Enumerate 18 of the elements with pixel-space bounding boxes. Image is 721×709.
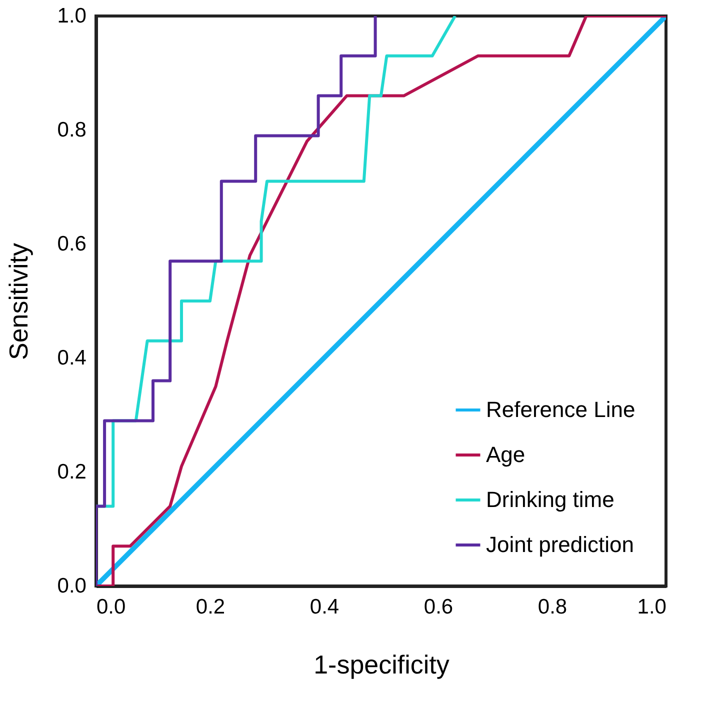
- y-tick-label: 0.6: [57, 232, 86, 256]
- x-tick-label: 0.0: [96, 596, 126, 618]
- y-tick-label: 0.0: [57, 574, 86, 598]
- legend-label: Drinking time: [486, 487, 614, 512]
- x-tick-label: 0.2: [196, 596, 226, 618]
- legend-label: Joint prediction: [486, 532, 634, 557]
- x-tick-label: 0.4: [310, 596, 340, 618]
- legend-label: Reference Line: [486, 397, 636, 422]
- y-tick-label: 0.2: [57, 460, 86, 484]
- y-axis-title: Sensitivity: [3, 242, 34, 360]
- legend-label: Age: [486, 442, 526, 467]
- y-tick-label: 0.8: [57, 118, 86, 142]
- x-tick-label: 0.8: [538, 596, 568, 618]
- x-tick-label: 1.0: [637, 596, 666, 618]
- y-tick-label: 1.0: [57, 4, 86, 28]
- y-tick-label: 0.4: [57, 346, 87, 370]
- x-axis-title: 1-specificity: [314, 650, 450, 680]
- x-tick-label: 0.6: [424, 596, 454, 618]
